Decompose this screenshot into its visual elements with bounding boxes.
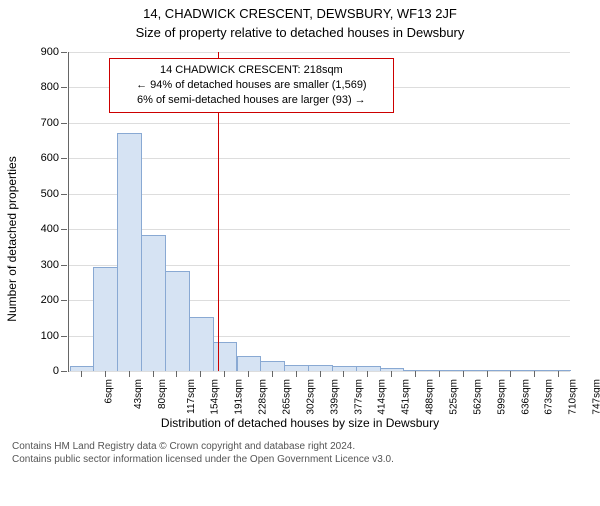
x-tick [248,371,249,377]
x-tick [391,371,392,377]
x-tick [367,371,368,377]
y-tick-label: 600 [41,152,69,164]
annotation-line: 14 CHADWICK CRESCENT: 218sqm [116,63,387,78]
x-tick [320,371,321,377]
histogram-bar [70,366,95,371]
histogram-bar [93,267,118,371]
footer-attribution: Contains HM Land Registry data © Crown c… [12,440,588,466]
x-tick-label: 43sqm [133,379,144,409]
x-tick-label: 451sqm [401,379,412,415]
x-tick [105,371,106,377]
x-tick-label: 265sqm [282,379,293,415]
x-tick-label: 228sqm [258,379,269,415]
histogram-bar [356,366,381,371]
x-tick [439,371,440,377]
gridline [69,123,570,124]
x-tick-label: 191sqm [234,379,245,415]
x-tick-label: 339sqm [329,379,340,415]
histogram-bar [189,317,214,371]
histogram-bar [404,370,429,371]
y-tick-label: 900 [41,46,69,58]
histogram-bar [117,133,142,371]
histogram-bar [165,271,190,371]
histogram-bar [380,368,405,371]
histogram-bar [141,235,166,371]
histogram-bar [237,356,262,371]
y-tick-label: 700 [41,117,69,129]
gridline [69,52,570,53]
x-tick-label: 525sqm [449,379,460,415]
annotation-box: 14 CHADWICK CRESCENT: 218sqm← 94% of det… [109,58,394,113]
x-tick [534,371,535,377]
gridline [69,194,570,195]
histogram-bar [547,370,572,371]
histogram-bar [213,342,238,371]
histogram-bar [332,366,357,371]
x-tick [81,371,82,377]
gridline [69,229,570,230]
x-tick [463,371,464,377]
footer-line-1: Contains HM Land Registry data © Crown c… [12,440,588,453]
y-axis-label: Number of detached properties [5,156,19,321]
y-tick-label: 200 [41,294,69,306]
x-tick [510,371,511,377]
y-tick-label: 800 [41,81,69,93]
x-tick-label: 673sqm [544,379,555,415]
x-tick [272,371,273,377]
x-tick-label: 710sqm [568,379,579,415]
x-tick [558,371,559,377]
x-tick [296,371,297,377]
page-subtitle: Size of property relative to detached ho… [0,25,600,40]
plot-area: 01002003004005006007008009006sqm43sqm80s… [68,52,570,372]
annotation-line: ← 94% of detached houses are smaller (1,… [116,78,387,93]
x-tick [224,371,225,377]
histogram-bar [523,370,548,371]
footer-line-2: Contains public sector information licen… [12,453,588,466]
y-tick-label: 100 [41,330,69,342]
histogram-bar [260,361,285,371]
histogram-bar [499,370,524,371]
gridline [69,158,570,159]
x-tick-label: 636sqm [520,379,531,415]
x-tick-label: 414sqm [377,379,388,415]
x-tick [200,371,201,377]
x-tick-label: 154sqm [210,379,221,415]
x-tick [343,371,344,377]
chart-container: Number of detached properties 0100200300… [20,44,580,434]
annotation-line: 6% of semi-detached houses are larger (9… [116,93,387,108]
page-title-address: 14, CHADWICK CRESCENT, DEWSBURY, WF13 2J… [0,6,600,21]
y-tick-label: 300 [41,259,69,271]
y-tick-label: 0 [53,365,69,377]
x-tick-label: 377sqm [353,379,364,415]
x-axis-label: Distribution of detached houses by size … [20,416,580,430]
x-tick-label: 80sqm [157,379,168,409]
x-tick [487,371,488,377]
y-tick-label: 400 [41,223,69,235]
x-tick [415,371,416,377]
x-tick [129,371,130,377]
x-tick-label: 6sqm [103,379,114,403]
x-tick-label: 562sqm [472,379,483,415]
x-tick-label: 599sqm [496,379,507,415]
x-tick-label: 488sqm [425,379,436,415]
histogram-bar [427,370,452,371]
y-tick-label: 500 [41,188,69,200]
x-tick [176,371,177,377]
x-tick-label: 747sqm [592,379,600,415]
x-tick-label: 117sqm [185,379,196,414]
x-tick-label: 302sqm [305,379,316,415]
x-tick [153,371,154,377]
